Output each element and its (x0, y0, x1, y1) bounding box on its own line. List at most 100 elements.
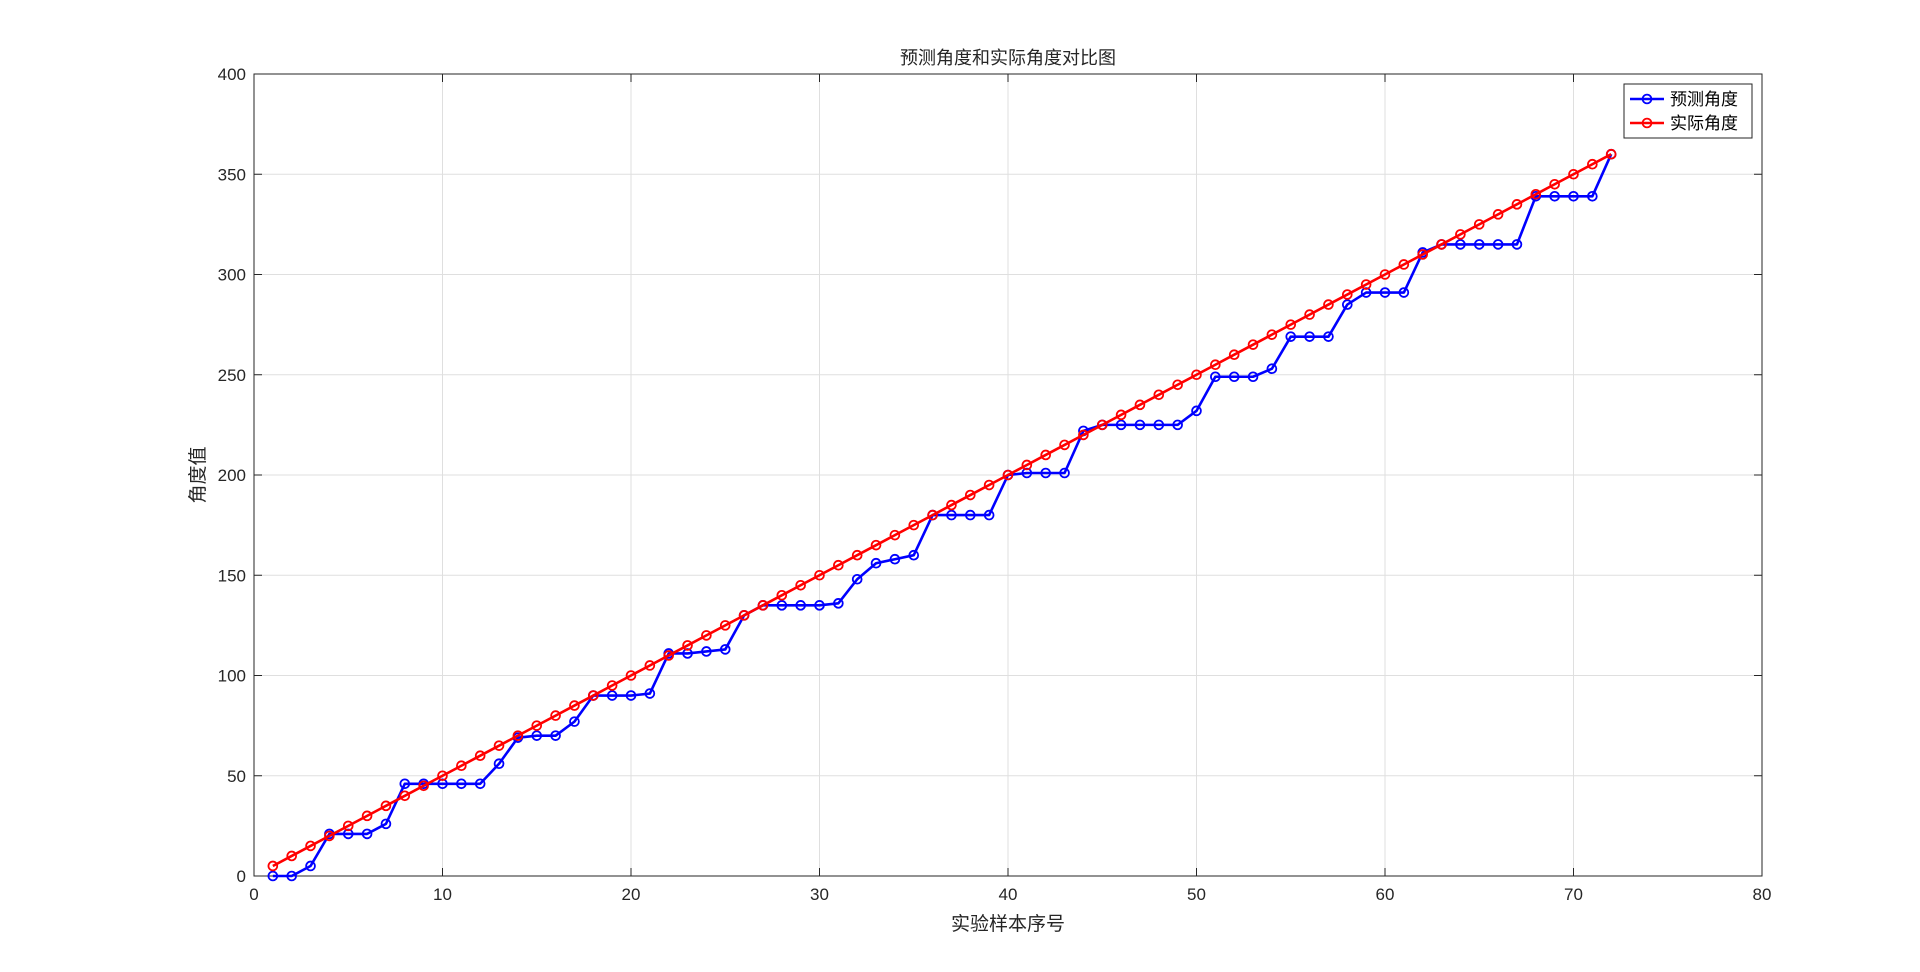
data-point (1323, 299, 1334, 310)
data-point (1115, 409, 1127, 421)
data-point (1379, 269, 1391, 280)
data-point (550, 710, 561, 721)
data-point (1059, 467, 1070, 479)
data-point (889, 553, 901, 565)
data-point (1323, 331, 1334, 342)
data-point (1342, 299, 1353, 310)
data-point (1153, 389, 1165, 401)
data-point (1568, 168, 1579, 180)
data-point (946, 509, 957, 521)
data-point (1059, 439, 1070, 451)
data-point (1266, 363, 1278, 375)
data-point (795, 600, 806, 611)
data-point (1511, 239, 1523, 250)
data-point (399, 790, 411, 802)
data-point (757, 600, 769, 611)
data-point (1304, 331, 1315, 342)
data-point (851, 549, 863, 561)
data-point (1285, 331, 1297, 342)
data-point (1398, 287, 1410, 298)
data-point (1172, 379, 1183, 391)
x-tick-label: 20 (622, 885, 641, 904)
data-point (1247, 371, 1259, 383)
data-point (833, 559, 844, 571)
data-point (1115, 419, 1127, 431)
y-tick-label: 300 (218, 266, 246, 285)
data-point (305, 860, 316, 872)
data-point (1605, 148, 1617, 160)
data-point (512, 730, 524, 741)
y-axis-label: 角度值 (187, 446, 209, 503)
data-point (493, 740, 505, 751)
legend-label: 实际角度 (1670, 114, 1738, 134)
data-point (814, 600, 825, 611)
data-point (569, 700, 580, 711)
data-point (437, 770, 448, 782)
data-point (456, 760, 467, 772)
data-point (1172, 419, 1183, 431)
data-point (267, 860, 279, 872)
data-point (361, 828, 373, 840)
data-point (324, 830, 335, 842)
data-point (286, 870, 298, 882)
data-point (663, 650, 674, 661)
x-tick-label: 30 (810, 885, 829, 904)
series-layer (267, 148, 1617, 882)
y-tick-label: 250 (218, 366, 246, 385)
series-2 (267, 148, 1617, 872)
data-point (1040, 449, 1051, 461)
data-point (1228, 371, 1240, 383)
data-point (964, 509, 976, 521)
data-point (1398, 259, 1410, 270)
y-tick-label: 50 (227, 767, 246, 786)
data-point (964, 489, 976, 501)
y-tick-label: 150 (218, 566, 246, 585)
x-tick-label: 80 (1753, 885, 1772, 904)
legend-item: 预测角度 (1630, 90, 1738, 110)
data-point (814, 569, 825, 581)
data-point (1360, 279, 1372, 290)
y-tick-label: 200 (218, 466, 246, 485)
x-tick-label: 70 (1564, 885, 1583, 904)
data-point (644, 688, 656, 699)
data-point (1096, 419, 1108, 431)
data-point (569, 716, 580, 727)
data-point (1455, 239, 1466, 250)
y-tick-label: 0 (237, 867, 246, 886)
data-point (286, 850, 298, 862)
data-point (682, 640, 693, 651)
data-point (1002, 469, 1014, 481)
data-point (870, 539, 882, 551)
data-point (418, 780, 429, 792)
data-point (380, 818, 392, 830)
data-point (1228, 349, 1240, 361)
data-point (1455, 229, 1466, 240)
data-point (587, 690, 599, 701)
data-point (361, 810, 373, 822)
data-point (474, 778, 486, 790)
x-tick-label: 60 (1376, 885, 1395, 904)
data-point (983, 509, 995, 521)
data-point (701, 630, 712, 641)
data-point (606, 680, 618, 691)
data-point (701, 646, 712, 657)
data-point (267, 870, 279, 882)
data-point (795, 579, 806, 591)
data-point (1021, 459, 1033, 471)
data-point (1134, 419, 1146, 431)
x-axis-label: 实验样本序号 (951, 913, 1065, 935)
data-point (531, 720, 543, 731)
y-tick-label: 350 (218, 165, 246, 184)
x-tick-label: 40 (999, 885, 1018, 904)
data-point (983, 479, 995, 491)
data-point (1153, 419, 1165, 431)
data-point (1492, 209, 1504, 220)
data-point (1040, 467, 1051, 479)
data-point (1285, 319, 1297, 330)
y-tick-label: 100 (218, 667, 246, 686)
y-tick-label: 400 (218, 65, 246, 84)
data-point (1417, 249, 1428, 260)
data-point (927, 509, 938, 521)
